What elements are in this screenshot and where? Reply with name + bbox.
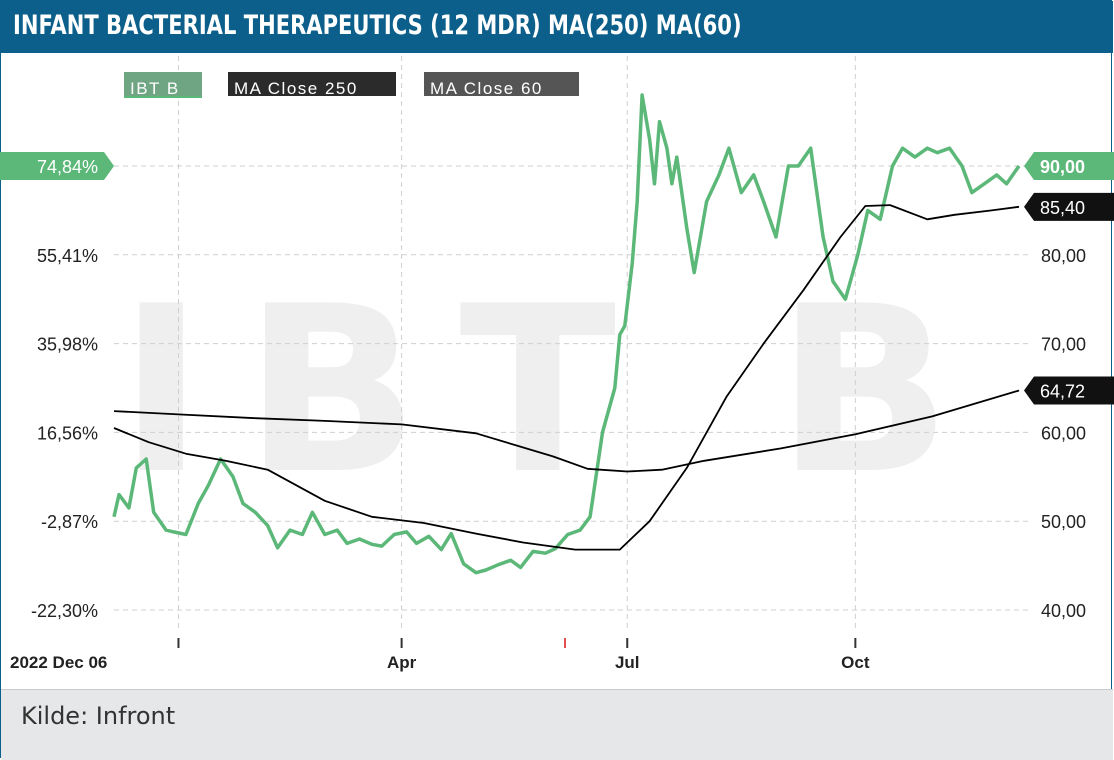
pct-badge: 74,84%	[37, 157, 98, 177]
y-left-label: 55,41%	[37, 246, 98, 266]
source-footer: Kilde: Infront	[1, 689, 1113, 760]
y-right-label: 80,00	[1041, 246, 1086, 266]
y-right-label: 40,00	[1041, 601, 1086, 621]
y-left-label: 16,56%	[37, 423, 98, 443]
y-left-label: -2,87%	[41, 512, 98, 532]
y-left-label: -22,30%	[31, 601, 98, 621]
x-tick-label: Apr	[387, 653, 417, 672]
legend-label: IBT B	[130, 79, 180, 98]
price-badge: 90,00	[1040, 157, 1085, 177]
legend-label: MA Close 60	[430, 79, 543, 98]
legend-label: MA Close 250	[234, 79, 358, 98]
y-right-label: 60,00	[1041, 423, 1086, 443]
x-tick-label: Jul	[615, 653, 640, 672]
ma250-badge: 64,72	[1040, 381, 1085, 401]
y-left-label: 35,98%	[37, 335, 98, 355]
y-right-label: 70,00	[1041, 335, 1086, 355]
x-tick-label: 2022 Dec 06	[10, 653, 107, 672]
source-label: Kilde: Infront	[21, 702, 175, 730]
y-right-label: 50,00	[1041, 512, 1086, 532]
stock-chart: IBT B 2022 Dec 06 Apr Jul Oct 40,00 50,00 60,00…	[0, 0, 1114, 688]
ma60-badge: 85,40	[1040, 198, 1085, 218]
watermark-text: IBT B	[118, 258, 991, 525]
x-tick-label: Oct	[841, 653, 870, 672]
